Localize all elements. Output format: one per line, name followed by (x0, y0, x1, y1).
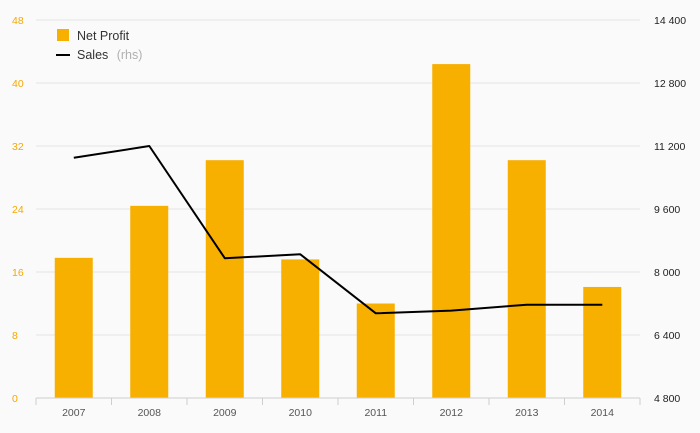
y-right-tick-label: 9 600 (654, 204, 680, 216)
y-left-tick-label: 0 (12, 393, 18, 405)
legend-label-net-profit: Net Profit (77, 29, 130, 43)
line-sales (73, 145, 603, 315)
x-tick-label: 2013 (515, 407, 539, 419)
bar-net-profit-2009 (205, 160, 244, 398)
y-right-tick-label: 8 000 (654, 267, 680, 279)
y-right-tick-label: 4 800 (654, 393, 680, 405)
legend-label-sales: Sales (rhs) (77, 46, 142, 63)
bar-net-profit-2008 (130, 205, 169, 398)
y-right-tick-label: 12 800 (654, 78, 686, 90)
y-left-tick-label: 32 (12, 141, 24, 153)
y-left-tick-label: 48 (12, 15, 24, 27)
bar-net-profit-2007 (54, 257, 93, 398)
x-tick-label: 2008 (138, 407, 162, 419)
y-left-tick-label: 8 (12, 330, 18, 342)
y-right-tick-label: 11 200 (654, 141, 685, 153)
gridlines (36, 19, 640, 336)
bar-net-profit-2010 (281, 259, 320, 398)
y-left-tick-label: 16 (12, 267, 24, 279)
bars-net-profit (54, 64, 622, 398)
bar-net-profit-2014 (583, 286, 622, 398)
y-left-tick-label: 24 (12, 204, 24, 216)
legend-swatch-net-profit (57, 29, 69, 41)
x-tick-label: 2011 (364, 407, 387, 419)
x-tick-label: 2007 (62, 407, 86, 419)
legend: Net Profit Sales (rhs) (56, 29, 142, 63)
y-left-tick-label: 40 (12, 78, 24, 90)
legend-label-sales-note: (rhs) (117, 48, 143, 62)
x-tick-label: 2014 (591, 407, 615, 419)
bar-net-profit-2012 (432, 64, 471, 398)
y-right-tick-label: 14 400 (654, 15, 686, 27)
axes: 2007 2008 2009 2010 2011 2012 2013 2014 0 8 16 24 32… (12, 15, 686, 419)
x-tick-label: 2009 (213, 407, 237, 419)
x-tick-label: 2010 (289, 407, 313, 419)
y-right-tick-label: 6 400 (654, 330, 680, 342)
bar-net-profit-2013 (507, 160, 546, 398)
legend-label-sales-name: Sales (77, 48, 108, 62)
line-sales-path (73, 145, 603, 315)
bar-net-profit-2011 (356, 303, 395, 398)
x-tick-label: 2012 (440, 407, 464, 419)
